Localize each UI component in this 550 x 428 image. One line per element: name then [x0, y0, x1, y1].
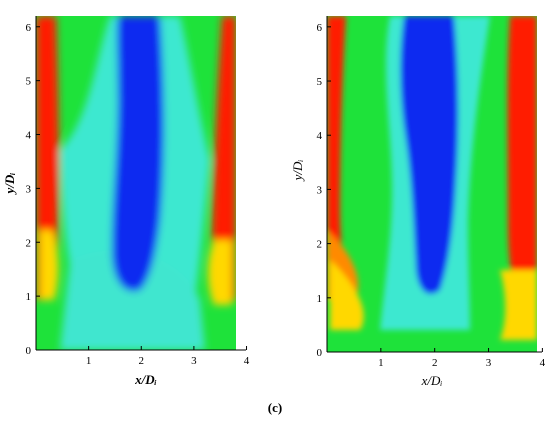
right-y-tick-label: 3 — [317, 184, 323, 196]
right-y-axis-label: y/Dᵢ — [290, 160, 305, 183]
right-x-tick-label: 3 — [486, 357, 492, 369]
left-y-tick-label: 5 — [26, 76, 32, 88]
right-y-tick-label: 5 — [317, 76, 323, 88]
right-x-tick-label: 4 — [540, 357, 546, 369]
right-y-tick-label: 2 — [317, 239, 323, 251]
left-x-tick-label: 4 — [244, 355, 250, 367]
right-y-tick-label: 0 — [317, 347, 323, 359]
right-x-tick-label: 2 — [432, 357, 438, 369]
right-x-tick-label: 1 — [378, 357, 384, 369]
left-y-tick-label: 1 — [26, 291, 32, 303]
left-y-tick-label: 6 — [26, 22, 32, 34]
right-contour-panel — [326, 16, 542, 353]
left-x-tick-label: 3 — [191, 355, 197, 367]
right-x-axis-label: x/Dᵢ — [421, 373, 443, 388]
figure-caption: (c) — [267, 400, 283, 415]
left-x-tick-label: 1 — [86, 355, 92, 367]
left-y-tick-label: 4 — [26, 130, 32, 142]
left-y-tick-label: 3 — [26, 183, 32, 195]
left-y-axis-label: y/Dᵢ — [2, 173, 17, 196]
left-y-tick-label: 0 — [26, 345, 32, 357]
left-axis-ticks: 1 2 3 4 0 1 2 3 4 5 6 — [26, 22, 250, 367]
left-y-tick-label: 2 — [26, 237, 32, 249]
right-y-tick-label: 1 — [317, 293, 323, 305]
left-contour-panel — [35, 16, 246, 351]
right-axis-ticks: 1 2 3 4 0 1 2 3 4 5 6 — [317, 22, 546, 369]
left-x-tick-label: 2 — [139, 355, 145, 367]
right-y-tick-label: 4 — [317, 130, 323, 142]
left-x-axis-label: x/Dᵢ — [134, 372, 157, 387]
right-y-tick-label: 6 — [317, 22, 323, 34]
